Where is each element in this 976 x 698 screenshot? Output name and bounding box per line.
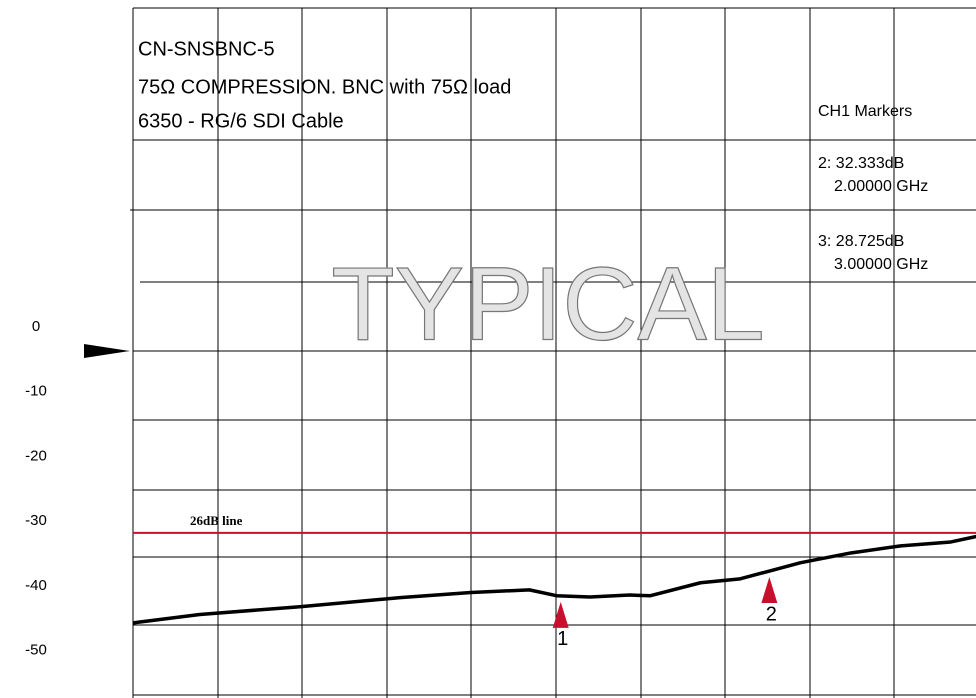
y-tick-label: -30 [25, 512, 47, 529]
title-line: 75Ω COMPRESSION. BNC with 75Ω load [138, 76, 511, 98]
marker-freq: 3.00000 GHz [834, 256, 928, 273]
title-line: CN-SNSBNC-5 [138, 38, 275, 60]
marker-label: 2 [766, 603, 777, 625]
marker-freq: 2.00000 GHz [834, 178, 928, 195]
marker-value: 2: 32.333dB [818, 155, 904, 172]
y-tick-label: -40 [25, 577, 47, 594]
y-tick-label: 0 [32, 318, 40, 335]
marker-value: 3: 28.725dB [818, 233, 904, 250]
marker [552, 601, 569, 628]
reference-label: 26dB line [190, 513, 243, 528]
marker [761, 577, 778, 604]
series-line [132, 534, 976, 625]
y-tick-label: -10 [25, 383, 47, 400]
y-tick-label: -20 [25, 447, 47, 464]
marker-panel-title: CH1 Markers [818, 103, 912, 120]
watermark: TYPICAL [331, 246, 764, 362]
grid [130, 7, 976, 698]
marker-label: 1 [557, 628, 568, 650]
title-line: 6350 - RG/6 SDI Cable [138, 110, 344, 132]
reference-arrow [84, 344, 130, 358]
y-tick-label: -50 [25, 642, 47, 659]
